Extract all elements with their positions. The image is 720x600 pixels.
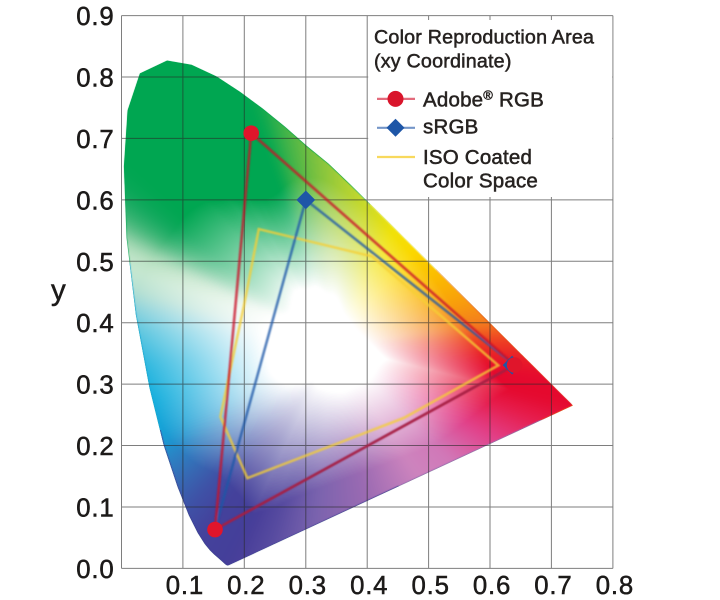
svg-text:0.5: 0.5 bbox=[76, 249, 114, 277]
svg-text:0.8: 0.8 bbox=[76, 65, 114, 93]
svg-text:0.9: 0.9 bbox=[76, 3, 114, 31]
svg-text:0.2: 0.2 bbox=[227, 572, 265, 600]
svg-text:Adobe® RGB: Adobe® RGB bbox=[423, 88, 544, 112]
svg-text:0.7: 0.7 bbox=[76, 126, 114, 154]
svg-text:Color Space: Color Space bbox=[423, 170, 538, 193]
svg-text:0.1: 0.1 bbox=[166, 572, 204, 600]
svg-text:0.4: 0.4 bbox=[350, 572, 388, 600]
svg-text:(xy Coordinate): (xy Coordinate) bbox=[374, 51, 512, 73]
svg-text:sRGB: sRGB bbox=[423, 116, 478, 139]
svg-text:0.3: 0.3 bbox=[289, 572, 327, 600]
svg-text:Color Reproduction Area: Color Reproduction Area bbox=[374, 27, 594, 49]
svg-text:0.2: 0.2 bbox=[76, 433, 114, 461]
svg-text:0.7: 0.7 bbox=[534, 572, 572, 600]
svg-text:0.6: 0.6 bbox=[473, 572, 511, 600]
svg-text:0.3: 0.3 bbox=[76, 372, 114, 400]
svg-text:0.1: 0.1 bbox=[76, 495, 114, 523]
svg-text:0.5: 0.5 bbox=[411, 572, 449, 600]
svg-text:ISO Coated: ISO Coated bbox=[423, 146, 532, 169]
svg-text:0.4: 0.4 bbox=[76, 310, 114, 338]
svg-text:0.6: 0.6 bbox=[76, 187, 114, 215]
svg-text:0.8: 0.8 bbox=[596, 572, 634, 600]
svg-text:y: y bbox=[51, 274, 66, 307]
svg-text:0.0: 0.0 bbox=[76, 556, 114, 584]
